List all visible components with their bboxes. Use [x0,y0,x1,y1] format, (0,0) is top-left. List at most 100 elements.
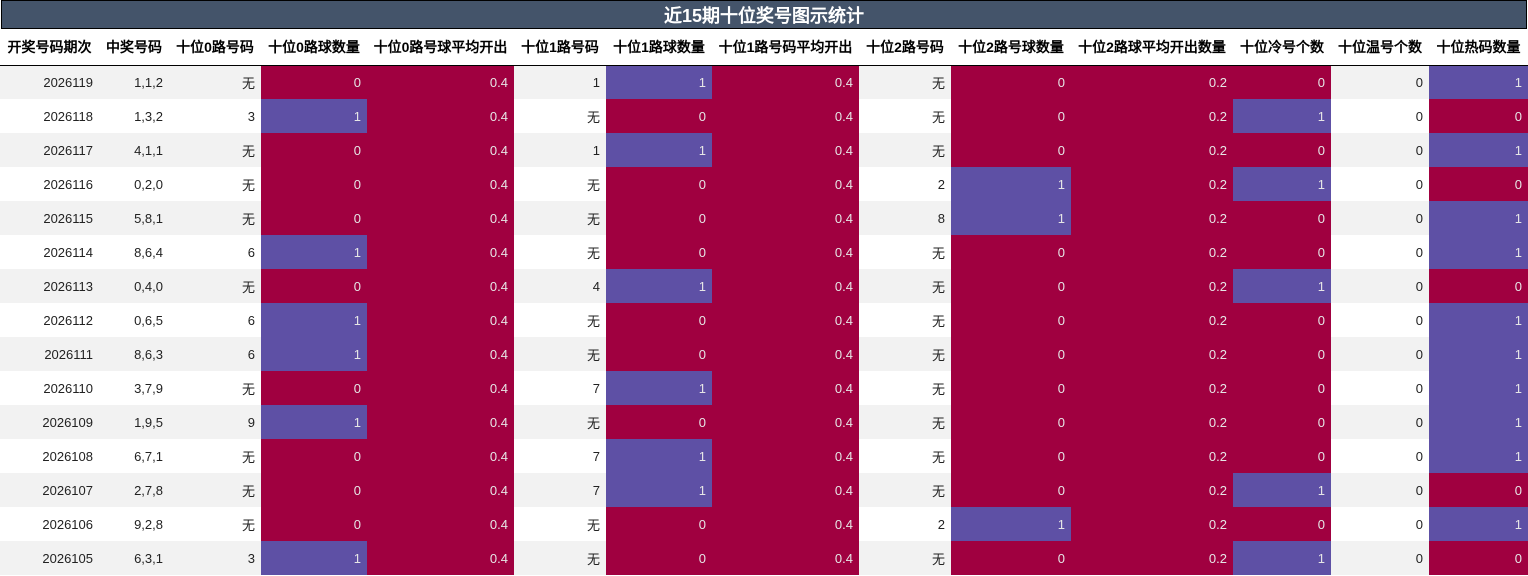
table-cell: 0.4 [712,235,859,269]
table-cell: 0.2 [1071,269,1233,303]
table-cell: 0 [1233,65,1331,99]
table-cell: 0.4 [367,405,514,439]
table-cell: 无 [859,439,951,473]
column-header[interactable]: 十位1路号码平均开出 [712,30,859,66]
table-cell: 1 [1429,65,1528,99]
table-row: 2026105 6,3,1 3 1 0.4 无 0 0.4 无 0 0.2 1 0 0 [0,541,1528,575]
table-cell: 1 [951,507,1071,541]
table-cell: 无 [859,235,951,269]
table-cell: 6 [169,235,261,269]
table-cell: 0 [1233,439,1331,473]
table-cell: 0 [261,65,367,99]
table-cell: 2026105 [0,541,99,575]
table-cell: 1 [1233,99,1331,133]
table-cell: 2026108 [0,439,99,473]
column-header[interactable]: 十位1路号码 [514,30,606,66]
column-header[interactable]: 十位2路号码 [859,30,951,66]
table-cell: 0 [261,269,367,303]
table-cell: 3 [169,541,261,575]
table-cell: 1 [606,133,712,167]
column-header[interactable]: 十位1路球数量 [606,30,712,66]
table-cell: 0.4 [712,201,859,235]
table-row: 2026113 0,4,0 无 0 0.4 4 1 0.4 无 0 0.2 1 0 0 [0,269,1528,303]
table-cell: 无 [514,167,606,201]
table-cell: 0 [1331,303,1429,337]
table-cell: 0 [1331,201,1429,235]
table-cell: 0.4 [712,269,859,303]
table-cell: 1 [1429,337,1528,371]
table-cell: 1 [1429,507,1528,541]
table-cell: 1 [606,269,712,303]
table-cell: 0.4 [367,201,514,235]
table-cell: 6,3,1 [99,541,169,575]
table-cell: 7 [514,439,606,473]
column-header[interactable]: 开奖号码期次 [0,30,99,66]
table-cell: 无 [514,201,606,235]
table-cell: 1 [261,303,367,337]
column-header[interactable]: 十位0路号码 [169,30,261,66]
table-cell: 0.2 [1071,201,1233,235]
table-cell: 0.2 [1071,235,1233,269]
table-cell: 无 [514,507,606,541]
table-cell: 9 [169,405,261,439]
table-cell: 无 [169,507,261,541]
table-cell: 0.4 [712,303,859,337]
table-cell: 0.4 [712,541,859,575]
table-cell: 2026116 [0,167,99,201]
table-cell: 0.2 [1071,99,1233,133]
table-cell: 1 [1429,405,1528,439]
table-cell: 无 [859,65,951,99]
table-cell: 无 [169,269,261,303]
column-header[interactable]: 十位2路球平均开出数量 [1071,30,1233,66]
table-cell: 0 [1331,337,1429,371]
table-cell: 0 [606,303,712,337]
table-cell: 2 [859,167,951,201]
table-cell: 无 [514,303,606,337]
table-cell: 1 [261,235,367,269]
table-cell: 8,6,3 [99,337,169,371]
table-cell: 1,9,5 [99,405,169,439]
table-cell: 0.4 [712,439,859,473]
column-header[interactable]: 中奖号码 [99,30,169,66]
table-cell: 0.4 [367,473,514,507]
table-cell: 0 [951,99,1071,133]
table-cell: 0 [261,371,367,405]
column-header[interactable]: 十位0路号球平均开出 [367,30,514,66]
table-cell: 2026110 [0,371,99,405]
table-cell: 0 [1331,235,1429,269]
column-header[interactable]: 十位0路球数量 [261,30,367,66]
column-header[interactable]: 十位2路号球数量 [951,30,1071,66]
table-cell: 0 [606,235,712,269]
table-cell: 0 [606,99,712,133]
table-cell: 1 [261,99,367,133]
column-header[interactable]: 十位温号个数 [1331,30,1429,66]
table-cell: 无 [514,405,606,439]
table-cell: 无 [859,541,951,575]
table-cell: 无 [169,371,261,405]
column-header[interactable]: 十位冷号个数 [1233,30,1331,66]
table-cell: 0.2 [1071,133,1233,167]
table-cell: 0.2 [1071,507,1233,541]
table-cell: 无 [859,337,951,371]
table-cell: 无 [169,473,261,507]
table-cell: 9,2,8 [99,507,169,541]
table-cell: 3 [169,99,261,133]
table-cell: 6 [169,337,261,371]
table-cell: 0 [261,133,367,167]
table-cell: 0 [261,201,367,235]
table-cell: 0 [1233,507,1331,541]
column-header[interactable]: 十位热码数量 [1429,30,1528,66]
table-cell: 1 [606,65,712,99]
table-cell: 1 [1233,473,1331,507]
table-cell: 8 [859,201,951,235]
table-cell: 0 [1331,65,1429,99]
table-cell: 0.2 [1071,167,1233,201]
table-cell: 无 [859,269,951,303]
stats-table: 开奖号码期次 中奖号码 十位0路号码 十位0路球数量 十位0路号球平均开出 十位1路号码十… [0,30,1528,575]
table-cell: 2,7,8 [99,473,169,507]
table-row: 2026106 9,2,8 无 0 0.4 无 0 0.4 2 1 0.2 0 0 1 [0,507,1528,541]
table-cell: 0 [606,405,712,439]
table-cell: 0 [1331,133,1429,167]
table-cell: 0 [1233,303,1331,337]
table-row: 2026110 3,7,9 无 0 0.4 7 1 0.4 无 0 0.2 0 0 1 [0,371,1528,405]
